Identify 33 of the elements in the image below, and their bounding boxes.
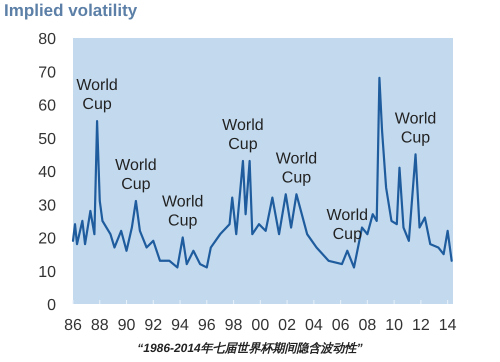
- x-tick-label: 96: [198, 317, 216, 334]
- x-tick-label: 92: [144, 317, 162, 334]
- annotation: World Cup: [115, 156, 157, 193]
- x-tick-label: 00: [251, 317, 270, 334]
- y-tick-label: 0: [47, 297, 56, 314]
- line-series: [72, 76, 453, 269]
- x-tick-label: 86: [64, 317, 82, 334]
- annotation: World Cup: [162, 194, 204, 230]
- y-tick-label: 40: [38, 164, 56, 181]
- chart-title: Implied volatility: [4, 1, 138, 20]
- x-tick-label: 12: [412, 317, 430, 334]
- y-tick-label: 30: [38, 197, 56, 214]
- x-tick-label: 14: [438, 317, 457, 334]
- x-tick-label: 10: [385, 317, 404, 334]
- x-tick-label: 94: [171, 317, 190, 334]
- x-tick-label: 08: [358, 317, 376, 334]
- y-tick-label: 20: [38, 230, 56, 248]
- x-tick-label: 02: [278, 317, 296, 334]
- annotation: World Cup: [394, 110, 436, 146]
- x-tick-label: 04: [304, 317, 323, 334]
- x-tick-label: 90: [118, 317, 136, 334]
- annotation: World Cup: [222, 117, 264, 154]
- y-tick-label: 50: [38, 130, 56, 148]
- annotation: World Cup: [76, 77, 118, 114]
- y-tick-label: 70: [38, 64, 56, 82]
- x-tick-label: 88: [90, 317, 109, 334]
- y-tick-label: 10: [38, 264, 56, 281]
- x-tick-label: 98: [224, 317, 243, 334]
- y-tick-label: 60: [38, 98, 56, 114]
- annotation: World Cup: [276, 150, 318, 186]
- y-tick-label: 80: [38, 31, 56, 48]
- text: “1986-2014年七届世界杯期间隐含波动性”: [137, 341, 363, 355]
- x-tick-label: 06: [332, 317, 350, 334]
